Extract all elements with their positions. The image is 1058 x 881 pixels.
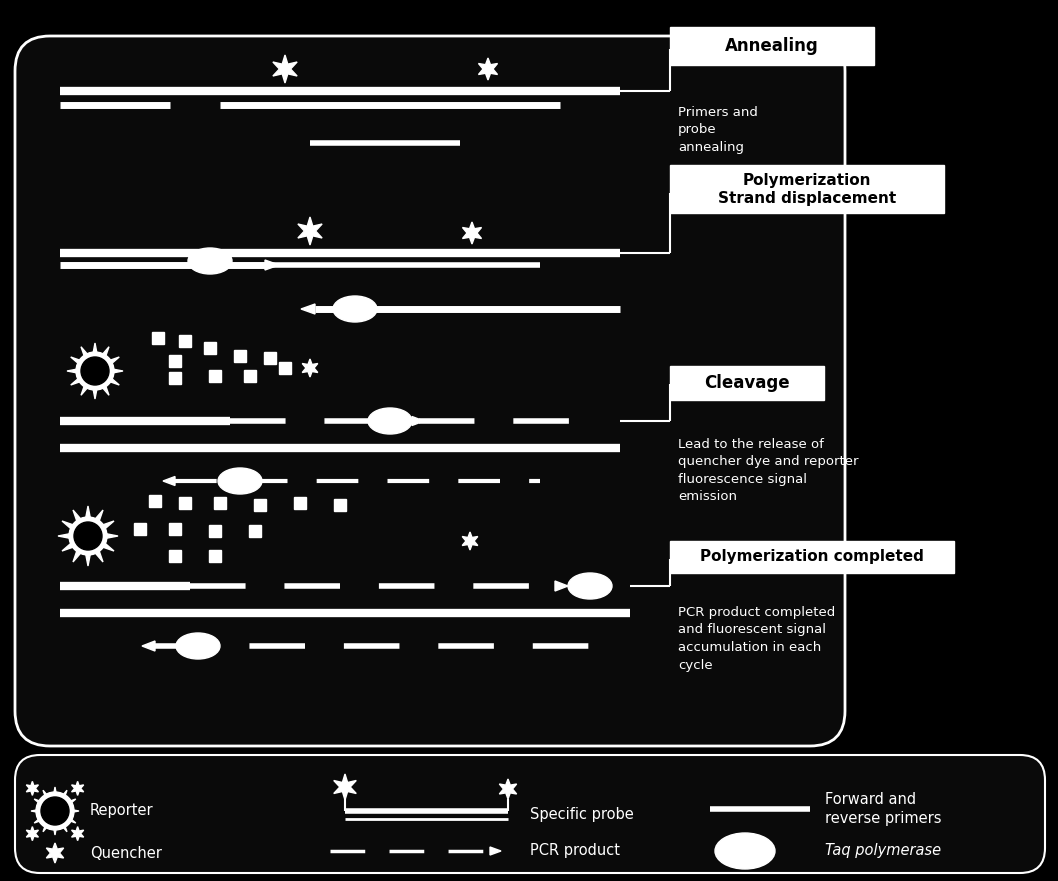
Polygon shape <box>478 58 497 80</box>
Ellipse shape <box>176 633 220 659</box>
Bar <box>249 525 261 537</box>
Bar <box>169 550 181 562</box>
Bar <box>334 499 346 511</box>
Polygon shape <box>499 779 516 799</box>
Text: Lead to the release of
quencher dye and reporter
fluorescence signal
emission: Lead to the release of quencher dye and … <box>678 438 858 504</box>
Text: Quencher: Quencher <box>90 846 162 861</box>
Bar <box>209 550 221 562</box>
FancyArrow shape <box>490 847 501 855</box>
Bar <box>169 372 181 384</box>
Polygon shape <box>462 222 481 244</box>
Text: Annealing: Annealing <box>725 37 819 55</box>
Text: Polymerization completed: Polymerization completed <box>700 550 924 565</box>
Polygon shape <box>26 781 38 796</box>
Polygon shape <box>26 826 38 840</box>
FancyArrow shape <box>300 304 315 314</box>
FancyBboxPatch shape <box>670 366 824 400</box>
Bar <box>179 497 191 509</box>
Bar <box>254 499 266 511</box>
Polygon shape <box>72 781 84 796</box>
FancyBboxPatch shape <box>15 36 845 746</box>
Polygon shape <box>58 506 118 566</box>
Polygon shape <box>47 843 63 863</box>
Bar <box>264 352 276 364</box>
Ellipse shape <box>333 296 377 322</box>
Ellipse shape <box>76 352 114 390</box>
Bar <box>152 332 164 344</box>
Polygon shape <box>31 787 79 835</box>
Ellipse shape <box>568 573 612 599</box>
Text: Forward and
reverse primers: Forward and reverse primers <box>825 792 942 826</box>
FancyBboxPatch shape <box>15 755 1045 873</box>
FancyArrow shape <box>163 477 175 485</box>
Bar <box>169 523 181 535</box>
Bar <box>134 523 146 535</box>
Text: PCR product completed
and fluorescent signal
accumulation in each
cycle: PCR product completed and fluorescent si… <box>678 606 835 671</box>
FancyArrow shape <box>142 641 156 651</box>
Bar <box>234 350 247 362</box>
Polygon shape <box>273 55 297 83</box>
Text: Taq polymerase: Taq polymerase <box>825 843 942 858</box>
Polygon shape <box>72 826 84 840</box>
Polygon shape <box>298 217 322 245</box>
Bar <box>209 370 221 382</box>
Bar <box>209 525 221 537</box>
Bar <box>179 335 191 347</box>
FancyBboxPatch shape <box>670 27 874 65</box>
Ellipse shape <box>188 248 232 274</box>
FancyBboxPatch shape <box>670 541 954 573</box>
Text: Specific probe: Specific probe <box>530 806 634 821</box>
Polygon shape <box>333 774 357 800</box>
Ellipse shape <box>218 468 262 494</box>
Bar <box>279 362 291 374</box>
Bar <box>204 342 216 354</box>
Text: Cleavage: Cleavage <box>705 374 790 392</box>
Ellipse shape <box>41 797 69 825</box>
FancyArrow shape <box>555 581 568 591</box>
Ellipse shape <box>81 357 109 385</box>
Ellipse shape <box>69 517 107 555</box>
Polygon shape <box>67 343 123 399</box>
Ellipse shape <box>74 522 102 550</box>
Text: PCR product: PCR product <box>530 843 620 858</box>
FancyArrow shape <box>412 417 424 426</box>
Bar <box>214 497 226 509</box>
Ellipse shape <box>368 408 412 434</box>
Bar <box>294 497 306 509</box>
Bar <box>244 370 256 382</box>
Ellipse shape <box>715 833 776 869</box>
Ellipse shape <box>36 792 74 830</box>
Text: Polymerization
Strand displacement: Polymerization Strand displacement <box>718 173 896 205</box>
Bar <box>169 355 181 367</box>
FancyBboxPatch shape <box>670 165 944 213</box>
Bar <box>149 495 161 507</box>
Polygon shape <box>303 359 317 377</box>
FancyArrow shape <box>264 260 279 270</box>
Text: Reporter: Reporter <box>90 803 153 818</box>
Polygon shape <box>462 532 478 550</box>
Text: Primers and
probe
annealing: Primers and probe annealing <box>678 106 758 154</box>
